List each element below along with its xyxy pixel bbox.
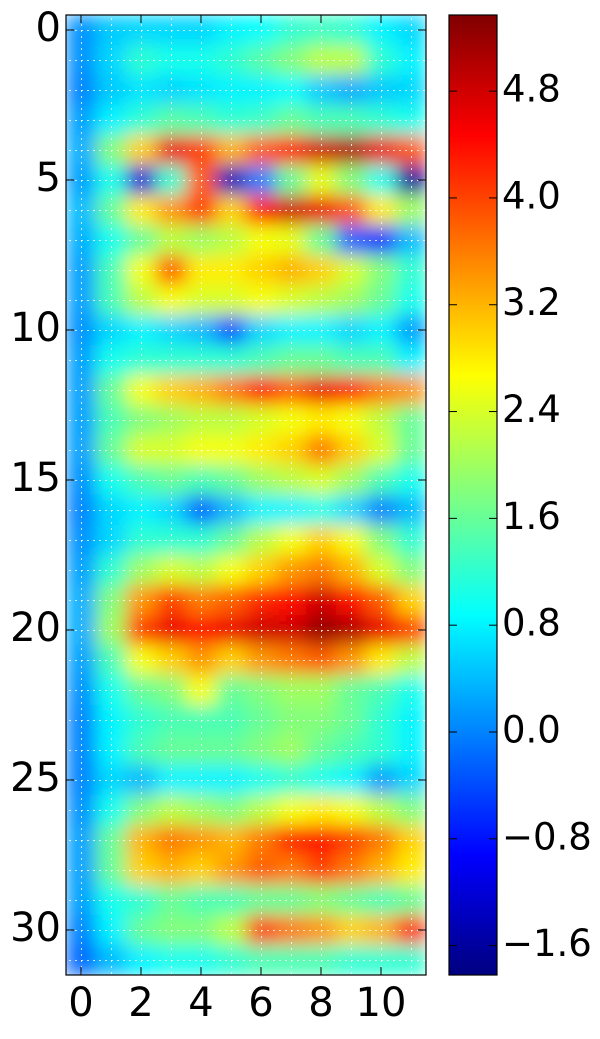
y-tick-label: 20: [10, 605, 61, 651]
x-tick-label: 8: [308, 980, 333, 1026]
colorbar-tick-label: 0.8: [502, 602, 561, 645]
x-tick-label: 10: [356, 980, 407, 1026]
colorbar-tick-label: 4.8: [502, 68, 561, 111]
colorbar-tick-label: −0.8: [502, 815, 592, 858]
y-tick-label: 10: [10, 305, 61, 351]
colorbar-tick-label: 2.4: [502, 388, 561, 431]
colorbar-tick-label: 0.0: [502, 708, 561, 751]
colorbar: [449, 15, 497, 975]
colorbar-tick-label: 1.6: [502, 495, 561, 538]
y-tick-label: 5: [36, 155, 61, 201]
y-tick-label: 30: [10, 905, 61, 951]
x-tick-label: 0: [68, 980, 93, 1026]
y-tick-label: 0: [36, 5, 61, 51]
x-tick-label: 4: [188, 980, 213, 1026]
y-tick-label: 15: [10, 455, 61, 501]
colorbar-tick-label: 4.0: [502, 174, 561, 217]
colorbar-tick-label: −1.6: [502, 922, 592, 965]
grid-overlay: [66, 15, 426, 975]
x-tick-label: 2: [128, 980, 153, 1026]
y-tick-label: 25: [10, 755, 61, 801]
colorbar-frame: [448, 14, 498, 976]
colorbar-tick-label: 3.2: [502, 281, 561, 324]
colorbar-axis: −1.6 −0.8 0.0 0.8 1.6 2.4 3.2 4.0 4.8: [449, 68, 592, 965]
plot-frame: [65, 14, 427, 976]
x-tick-label: 6: [248, 980, 273, 1026]
